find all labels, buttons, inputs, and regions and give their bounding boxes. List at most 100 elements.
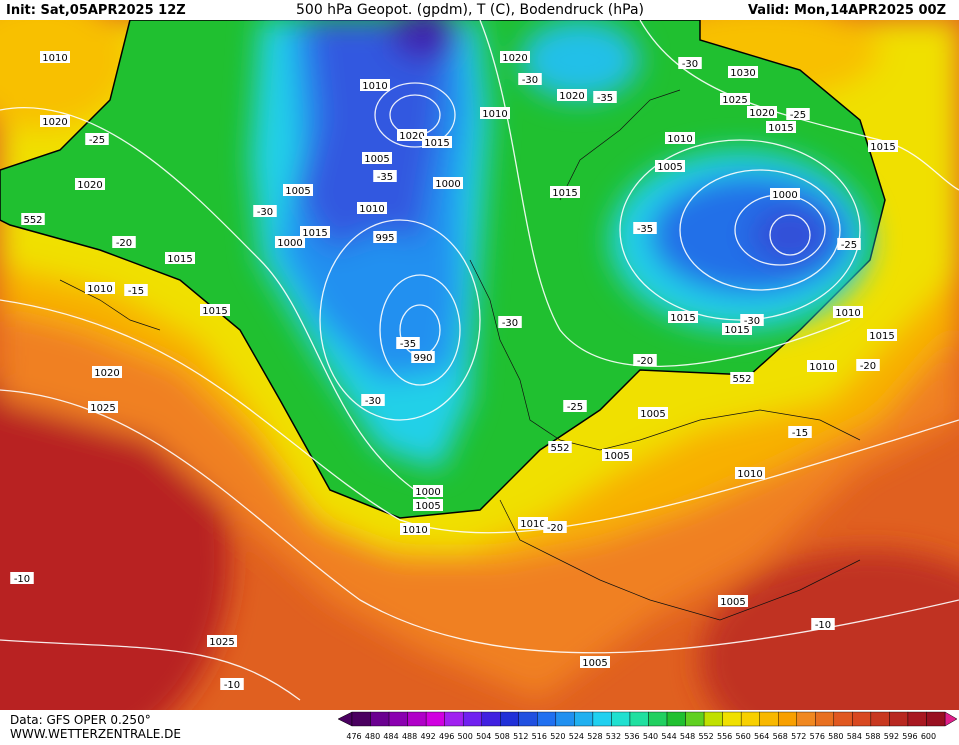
label-box bbox=[638, 407, 668, 419]
label-box bbox=[747, 106, 777, 118]
colorbar-swatch bbox=[518, 711, 538, 727]
contour-labels: 1010102010201015101010151020102510101020… bbox=[10, 51, 898, 691]
label-box bbox=[40, 51, 70, 63]
label-box bbox=[833, 306, 863, 318]
contour-label: 1005 bbox=[720, 597, 745, 608]
label-box bbox=[557, 89, 587, 101]
contour-label: 1025 bbox=[90, 403, 115, 414]
label-box bbox=[411, 351, 435, 363]
colorbar-swatch bbox=[889, 711, 909, 727]
label-box bbox=[498, 316, 522, 328]
contour-label: -25 bbox=[89, 135, 105, 146]
colorbar-label: 536 bbox=[624, 732, 639, 741]
contour-label: 1010 bbox=[42, 53, 67, 64]
label-box bbox=[200, 304, 230, 316]
colorbar-swatch bbox=[722, 711, 742, 727]
contour-label: 1010 bbox=[667, 134, 692, 145]
label-box bbox=[807, 360, 837, 372]
colorbar-label: 584 bbox=[847, 732, 862, 741]
contour-label: 1015 bbox=[202, 306, 227, 317]
contour-label: -20 bbox=[547, 523, 563, 534]
label-box bbox=[678, 57, 702, 69]
label-box bbox=[373, 170, 397, 182]
colorbar-swatch bbox=[574, 711, 594, 727]
map-title: 500 hPa Geopot. (gpdm), T (C), Bodendruc… bbox=[296, 2, 644, 18]
colorbar-swatch bbox=[685, 711, 705, 727]
contour-label: 1005 bbox=[285, 186, 310, 197]
colorbar-label: 480 bbox=[365, 732, 380, 741]
colorbar-swatch bbox=[815, 711, 835, 727]
colorbar-label: 568 bbox=[773, 732, 788, 741]
init-time: Init: Sat,05APR2025 12Z bbox=[6, 3, 186, 18]
contour-label: -10 bbox=[815, 620, 831, 631]
contour-label: -30 bbox=[744, 316, 760, 327]
colorbar-label: 516 bbox=[532, 732, 547, 741]
label-box bbox=[550, 186, 580, 198]
label-box bbox=[21, 213, 45, 225]
contour-label: 1000 bbox=[415, 487, 440, 498]
contour-label: -35 bbox=[377, 172, 393, 183]
label-box bbox=[413, 499, 443, 511]
contour-label: 1025 bbox=[209, 637, 234, 648]
label-box bbox=[728, 66, 758, 78]
contour-label: -35 bbox=[597, 93, 613, 104]
label-box bbox=[10, 572, 34, 584]
label-box bbox=[275, 236, 305, 248]
colorbar-swatch bbox=[388, 711, 408, 727]
label-box bbox=[811, 618, 835, 630]
contour-label: -30 bbox=[257, 207, 273, 218]
contour-label: 1015 bbox=[724, 325, 749, 336]
colorbar-label: 508 bbox=[495, 732, 510, 741]
label-box bbox=[766, 121, 796, 133]
colorbar-label: 488 bbox=[402, 732, 417, 741]
contour-label: -30 bbox=[682, 59, 698, 70]
website: WWW.WETTERZENTRALE.DE bbox=[10, 727, 181, 741]
colorbar: 476 480 484 488 492 496 500 504 508 512 516 520 524 5… bbox=[337, 711, 958, 741]
data-source: Data: GFS OPER 0.250° bbox=[10, 713, 151, 727]
contour-label: -35 bbox=[637, 224, 653, 235]
label-box bbox=[220, 678, 244, 690]
contour-label: 1010 bbox=[482, 109, 507, 120]
label-box bbox=[357, 202, 387, 214]
contour-label: 1010 bbox=[520, 519, 545, 530]
contour-label: 1020 bbox=[749, 108, 774, 119]
label-box bbox=[730, 372, 754, 384]
colorbar-swatch bbox=[870, 711, 890, 727]
label-box bbox=[735, 467, 765, 479]
colorbar-swatch bbox=[370, 711, 390, 727]
colorbar-swatch bbox=[740, 711, 760, 727]
contour-label: 1020 bbox=[94, 368, 119, 379]
colorbar-swatch bbox=[555, 711, 575, 727]
colorbar-swatch bbox=[778, 711, 797, 727]
contour-label: 1005 bbox=[582, 658, 607, 669]
label-box bbox=[563, 400, 587, 412]
label-box bbox=[770, 188, 800, 200]
colorbar-swatch bbox=[666, 711, 686, 727]
colorbar-label: 596 bbox=[902, 732, 917, 741]
contour-label: -30 bbox=[502, 318, 518, 329]
label-box bbox=[92, 366, 122, 378]
label-box bbox=[75, 178, 105, 190]
contour-label: -20 bbox=[116, 238, 132, 249]
contour-label: -30 bbox=[522, 75, 538, 86]
label-box bbox=[548, 441, 572, 453]
contour-label: 1010 bbox=[402, 525, 427, 536]
colorbar-label: 592 bbox=[884, 732, 899, 741]
contour-label: 1005 bbox=[415, 501, 440, 512]
label-box bbox=[788, 426, 812, 438]
colorbar-label: 492 bbox=[420, 732, 435, 741]
label-box bbox=[633, 222, 657, 234]
colorbar-label: 484 bbox=[383, 732, 398, 741]
colorbar-swatch bbox=[759, 711, 779, 727]
label-box bbox=[665, 132, 695, 144]
colorbar-label: 560 bbox=[736, 732, 751, 741]
colorbar-label: 524 bbox=[569, 732, 584, 741]
contour-label: -15 bbox=[128, 286, 144, 297]
label-box bbox=[300, 226, 330, 238]
label-box bbox=[433, 177, 463, 189]
contour-label: 1020 bbox=[77, 180, 102, 191]
contour-label: 1005 bbox=[604, 451, 629, 462]
colorbar-swatch bbox=[926, 711, 946, 727]
label-box bbox=[283, 184, 313, 196]
